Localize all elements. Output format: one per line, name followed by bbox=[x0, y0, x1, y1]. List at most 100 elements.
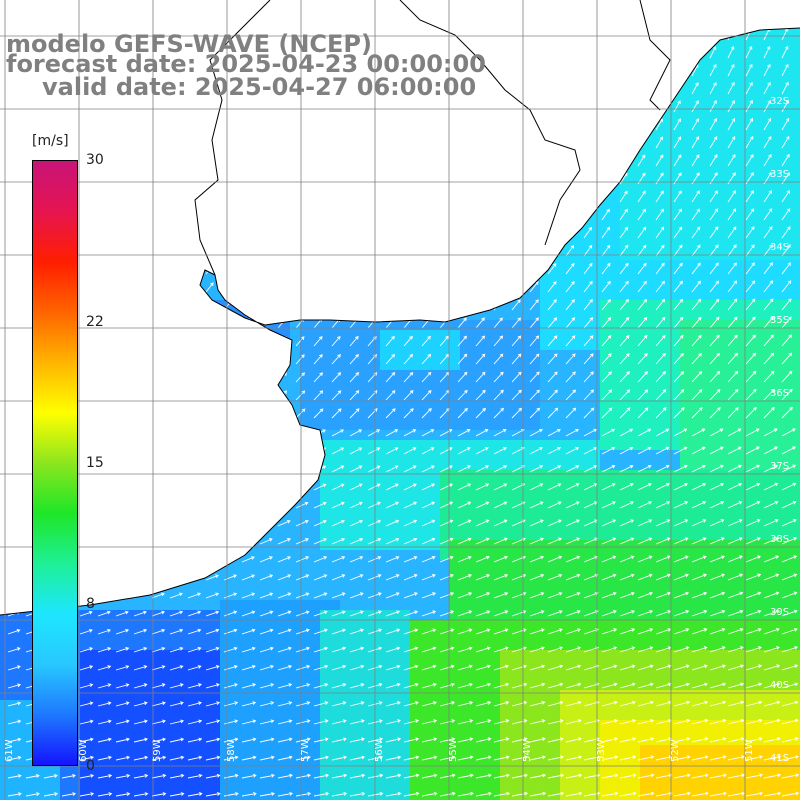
wind-arrow bbox=[385, 755, 402, 761]
wind-arrow bbox=[223, 628, 238, 635]
wind-arrow bbox=[385, 555, 400, 563]
wind-arrow bbox=[439, 483, 453, 491]
wind-arrow bbox=[403, 791, 420, 797]
wind-arrow bbox=[781, 482, 797, 491]
latitude-label: 33S bbox=[770, 169, 789, 180]
wind-arrow bbox=[133, 792, 149, 797]
wind-arrow bbox=[493, 646, 509, 653]
wind-arrow bbox=[331, 372, 342, 383]
wind-arrow bbox=[457, 791, 474, 797]
wind-arrow bbox=[493, 592, 509, 599]
wind-arrow bbox=[115, 719, 130, 725]
wind-arrow bbox=[601, 591, 617, 599]
wind-arrow bbox=[691, 226, 701, 239]
wind-arrow bbox=[511, 317, 521, 329]
colorbar bbox=[32, 160, 78, 766]
wind-arrow bbox=[709, 118, 717, 131]
wind-arrow bbox=[745, 736, 763, 743]
wind-arrow bbox=[493, 573, 509, 581]
wind-arrow bbox=[493, 537, 508, 545]
wind-arrow bbox=[709, 226, 719, 239]
wind-arrow bbox=[655, 371, 666, 383]
wind-arrow bbox=[673, 334, 684, 347]
wind-arrow bbox=[295, 683, 311, 689]
wind-arrow bbox=[439, 465, 453, 473]
wind-arrow bbox=[277, 610, 292, 617]
wind-arrow bbox=[709, 664, 726, 671]
wind-arrow bbox=[457, 737, 474, 743]
wind-arrow bbox=[763, 446, 778, 455]
wind-arrow bbox=[493, 371, 504, 383]
wind-arrow bbox=[97, 773, 113, 779]
wind-arrow bbox=[403, 389, 414, 401]
wind-arrow bbox=[601, 755, 619, 761]
wind-arrow bbox=[169, 610, 184, 617]
wind-arrow bbox=[259, 538, 273, 545]
wind-arrow bbox=[331, 447, 345, 455]
wind-arrow bbox=[745, 791, 764, 797]
wind-arrow bbox=[673, 428, 688, 437]
wind-arrow bbox=[457, 664, 473, 671]
wind-arrow bbox=[745, 537, 761, 545]
wind-arrow bbox=[529, 501, 544, 509]
latitude-label: 39S bbox=[770, 607, 789, 618]
wind-arrow bbox=[565, 244, 575, 257]
wind-arrow bbox=[781, 406, 793, 419]
wind-arrow bbox=[439, 664, 455, 671]
wind-arrow bbox=[403, 701, 419, 707]
wind-arrow bbox=[745, 99, 753, 113]
wind-arrow bbox=[637, 154, 646, 167]
wind-arrow bbox=[241, 773, 257, 779]
wind-arrow bbox=[385, 664, 401, 671]
wind-arrow bbox=[277, 664, 293, 671]
wind-arrow bbox=[403, 664, 419, 671]
wind-arrow bbox=[97, 755, 112, 761]
wind-arrow bbox=[565, 628, 581, 635]
wind-arrow bbox=[385, 646, 401, 653]
wind-arrow bbox=[187, 773, 203, 779]
wind-arrow bbox=[403, 610, 419, 617]
wind-arrow bbox=[79, 665, 94, 671]
wind-arrow bbox=[601, 407, 613, 419]
wind-arrow bbox=[619, 446, 634, 455]
wind-arrow bbox=[529, 773, 547, 779]
wind-arrow bbox=[259, 610, 274, 617]
wind-arrow bbox=[565, 371, 576, 383]
wind-arrow bbox=[709, 646, 726, 653]
wind-arrow bbox=[313, 701, 329, 707]
wind-arrow bbox=[619, 483, 634, 491]
wind-arrow bbox=[349, 610, 364, 617]
wind-arrow bbox=[601, 519, 617, 527]
wind-arrow bbox=[691, 773, 709, 779]
wind-arrow bbox=[727, 334, 738, 347]
wind-arrow bbox=[691, 352, 702, 365]
wind-arrow bbox=[601, 700, 618, 707]
wind-arrow bbox=[727, 100, 735, 113]
wind-arrow bbox=[295, 574, 310, 581]
wind-arrow bbox=[421, 371, 432, 383]
wind-arrow bbox=[43, 773, 58, 779]
wind-arrow bbox=[781, 334, 792, 347]
wind-arrow bbox=[691, 280, 701, 293]
wind-arrow bbox=[403, 719, 420, 725]
latitude-label: 40S bbox=[770, 680, 789, 691]
wind-arrow bbox=[673, 591, 690, 599]
wind-arrow bbox=[601, 244, 611, 257]
wind-arrow bbox=[691, 136, 700, 149]
wind-arrow bbox=[79, 683, 94, 689]
wind-arrow bbox=[223, 610, 238, 617]
wind-arrow bbox=[565, 719, 582, 725]
wind-arrow bbox=[385, 390, 396, 401]
wind-arrow bbox=[619, 316, 630, 329]
wind-arrow bbox=[277, 683, 293, 689]
wind-arrow bbox=[529, 389, 540, 401]
wind-arrow bbox=[727, 791, 746, 797]
wind-arrow bbox=[781, 388, 793, 401]
wind-arrow bbox=[673, 316, 684, 329]
wind-arrow bbox=[781, 464, 797, 473]
wind-arrow bbox=[763, 609, 780, 617]
wind-arrow bbox=[709, 501, 725, 509]
wind-arrow bbox=[457, 371, 468, 383]
wind-arrow bbox=[187, 610, 202, 617]
wind-arrow bbox=[421, 537, 436, 545]
